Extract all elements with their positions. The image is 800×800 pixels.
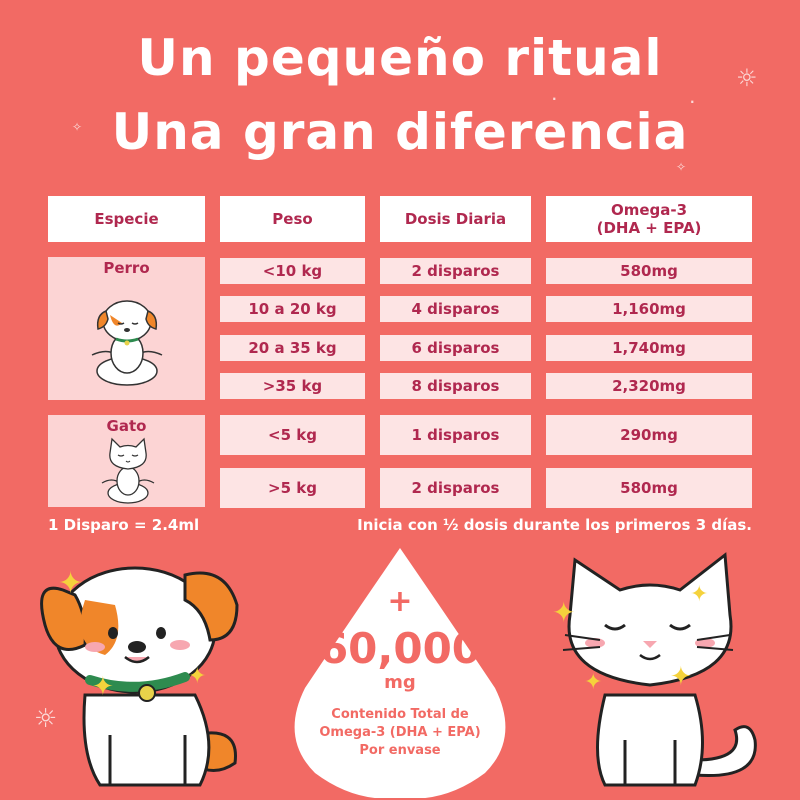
sparkle-icon: ✦ bbox=[552, 596, 576, 629]
table-row-weight: >5 kg bbox=[220, 468, 365, 508]
sparkle-icon: ✦ bbox=[188, 664, 207, 689]
table-row-dose: 6 disparos bbox=[380, 335, 531, 361]
header-omega-line1: Omega-3 bbox=[610, 201, 688, 219]
table-row-weight: 10 a 20 kg bbox=[220, 296, 365, 322]
sparkle-icon: ✦ bbox=[58, 566, 84, 601]
drop-unit: mg bbox=[384, 672, 416, 693]
header-dose: Dosis Diaria bbox=[380, 196, 531, 242]
header-omega-line2: (DHA + EPA) bbox=[596, 219, 702, 237]
half-dose-note: Inicia con ½ dosis durante los primeros … bbox=[357, 516, 752, 534]
star-icon: · bbox=[552, 92, 557, 106]
table-row-weight: >35 kg bbox=[220, 373, 365, 399]
table-row-omega: 1,740mg bbox=[546, 335, 752, 361]
table-row-dose: 1 disparos bbox=[380, 415, 531, 455]
table-row-omega: 580mg bbox=[546, 258, 752, 284]
sun-icon: ☼ bbox=[736, 64, 758, 92]
sparkle-icon: ✦ bbox=[584, 670, 603, 695]
dog-icon bbox=[91, 300, 163, 386]
title-line1: Un pequeño ritual bbox=[137, 29, 663, 87]
star-icon: ✧ bbox=[676, 160, 687, 174]
dog-icon bbox=[40, 566, 239, 787]
sparkle-icon: ✦ bbox=[92, 672, 114, 702]
drop-caption-line1: Contenido Total de bbox=[331, 707, 469, 722]
drop-caption-line2: Omega-3 (DHA + EPA) bbox=[319, 725, 481, 740]
sparkle-icon: ✦ bbox=[690, 582, 709, 607]
species-cat-cell: Gato bbox=[48, 415, 205, 507]
drop-caption-line3: Por envase bbox=[359, 743, 441, 758]
species-cat-label: Gato bbox=[106, 417, 147, 435]
header-species: Especie bbox=[48, 196, 205, 242]
star-icon: · bbox=[690, 95, 695, 109]
drop-shape bbox=[294, 548, 506, 798]
table-row-dose: 8 disparos bbox=[380, 373, 531, 399]
star-icon: ✧ bbox=[72, 120, 83, 134]
drop-amount: 60,000 bbox=[318, 624, 482, 673]
shot-volume-note: 1 Disparo = 2.4ml bbox=[48, 516, 200, 534]
drop-plus-icon: + bbox=[387, 584, 413, 619]
species-dog-cell: Perro bbox=[48, 257, 205, 400]
cat-icon bbox=[562, 552, 757, 787]
table-row-omega: 2,320mg bbox=[546, 373, 752, 399]
title-line2: Una gran diferencia bbox=[111, 103, 689, 161]
table-row-omega: 1,160mg bbox=[546, 296, 752, 322]
sun-icon: ☼ bbox=[34, 704, 58, 734]
table-row-dose: 2 disparos bbox=[380, 468, 531, 508]
table-row-dose: 2 disparos bbox=[380, 258, 531, 284]
table-row-weight: 20 a 35 kg bbox=[220, 335, 365, 361]
table-row-weight: <5 kg bbox=[220, 415, 365, 455]
header-weight: Peso bbox=[220, 196, 365, 242]
table-row-omega: 580mg bbox=[546, 468, 752, 508]
cat-icon bbox=[101, 437, 155, 504]
sparkle-icon: ✦ bbox=[670, 662, 692, 692]
header-omega: Omega-3 (DHA + EPA) bbox=[546, 196, 752, 242]
table-row-dose: 4 disparos bbox=[380, 296, 531, 322]
species-dog-label: Perro bbox=[103, 259, 150, 277]
table-row-omega: 290mg bbox=[546, 415, 752, 455]
table-row-weight: <10 kg bbox=[220, 258, 365, 284]
